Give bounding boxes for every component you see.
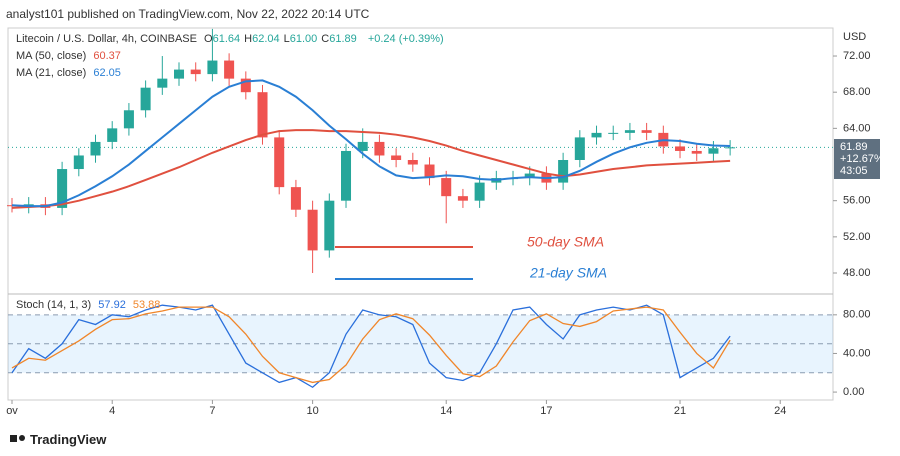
candle-body — [474, 182, 485, 201]
stoch-d: 53.88 — [132, 299, 161, 311]
y-tick-label: 0.00 — [843, 386, 864, 398]
candle-body — [691, 150, 702, 154]
candle-body — [675, 146, 686, 151]
change: +0.24 (+0.39%) — [367, 33, 444, 45]
candle-body — [374, 141, 385, 156]
stoch-name: Stoch (14, 1, 3) — [16, 299, 92, 311]
legend-ma21: MA (21, close) 62.05 — [16, 67, 125, 79]
x-tick-label: 14 — [440, 405, 452, 417]
candle-body — [107, 128, 118, 142]
x-tick-label: ov — [6, 405, 18, 417]
candle-body — [424, 164, 435, 179]
candle-body — [307, 209, 318, 251]
x-tick-label: 7 — [209, 405, 215, 417]
candle-body — [524, 173, 535, 179]
candle-body — [90, 141, 101, 156]
series-line — [11, 304, 731, 389]
ma-name: MA (21, close) — [16, 67, 87, 79]
candle-body — [274, 137, 285, 188]
x-tick-label: 17 — [540, 405, 552, 417]
candle-body — [207, 60, 218, 75]
x-tick-label: 10 — [306, 405, 318, 417]
logo — [10, 435, 25, 442]
series-line — [11, 129, 731, 209]
ma-value: 60.37 — [93, 50, 121, 62]
candle-body — [73, 155, 84, 170]
candle-body — [624, 130, 635, 133]
y-tick-label: 68.00 — [843, 86, 871, 98]
candle-body — [174, 69, 185, 79]
candle-body — [157, 78, 168, 88]
legend-stoch: Stoch (14, 1, 3) 57.92 53.88 — [16, 299, 164, 311]
series-line — [11, 79, 731, 208]
candle-body — [123, 110, 134, 129]
candle-body — [341, 150, 352, 201]
y-tick-label: 40.00 — [843, 347, 871, 359]
legend-symbol: Litecoin / U.S. Dollar, 4h, COINBASE O61… — [16, 33, 448, 45]
header: analyst101 published on TradingView.com,… — [6, 7, 370, 21]
candle-body — [324, 200, 335, 251]
stoch-k: 57.92 — [98, 299, 126, 311]
candle-body — [224, 60, 235, 79]
x-tick-label: 4 — [109, 405, 115, 417]
x-tick-label: 21 — [674, 405, 686, 417]
candle-body — [558, 160, 569, 183]
candle-body — [457, 196, 468, 201]
annotation: 21-day SMA — [529, 265, 607, 281]
x-tick-label: 24 — [774, 405, 786, 417]
candle-body — [240, 78, 251, 93]
currency: USD — [843, 31, 866, 43]
candle-body — [725, 147, 736, 149]
y-tick-label: 72.00 — [843, 50, 871, 62]
price-label: 43:05 — [840, 165, 868, 177]
candle-body — [140, 87, 151, 111]
candle-body — [391, 155, 402, 160]
candle-body — [608, 132, 619, 134]
symbol: Litecoin / U.S. Dollar, 4h, COINBASE — [16, 33, 197, 45]
ma-name: MA (50, close) — [16, 50, 87, 62]
ohlc-value: 61.00 — [289, 33, 318, 45]
ohlc-key: H — [244, 33, 253, 45]
candle-body — [591, 132, 602, 138]
candle-body — [441, 178, 452, 197]
annotation: 50-day SMA — [527, 234, 604, 250]
price-label-box — [834, 139, 880, 179]
candle-body — [290, 187, 301, 210]
legend-ma50: MA (50, close) 60.37 — [16, 50, 125, 62]
y-tick-label: 52.00 — [843, 231, 871, 243]
series-line — [11, 306, 731, 384]
ohlc-value: 61.64 — [212, 33, 241, 45]
y-tick-label: 48.00 — [843, 267, 871, 279]
candle-body — [357, 141, 368, 151]
candle-body — [407, 160, 418, 165]
y-tick-label: 64.00 — [843, 122, 871, 134]
ohlc-key: L — [283, 33, 290, 45]
candle-body — [708, 148, 719, 154]
candle-body — [641, 130, 652, 133]
ohlc-key: O — [204, 33, 213, 45]
footer-brand: TradingView — [30, 432, 107, 447]
candle-body — [257, 92, 268, 138]
price-label: 61.89 — [840, 141, 868, 153]
ohlc-key: C — [321, 33, 330, 45]
y-tick-label: 56.00 — [843, 195, 871, 207]
candle-body — [190, 69, 201, 75]
candle-body — [57, 169, 68, 208]
ohlc-value: 62.04 — [252, 33, 280, 45]
ohlc: O61.64 H62.04 L61.00 C61.89 — [204, 33, 361, 45]
candle-body — [574, 137, 585, 160]
ma-value: 62.05 — [93, 67, 121, 79]
price-label: +12.67% — [840, 153, 884, 165]
ohlc-value: 61.89 — [329, 33, 357, 45]
pane-frame — [7, 27, 834, 401]
y-tick-label: 80.00 — [843, 309, 871, 321]
